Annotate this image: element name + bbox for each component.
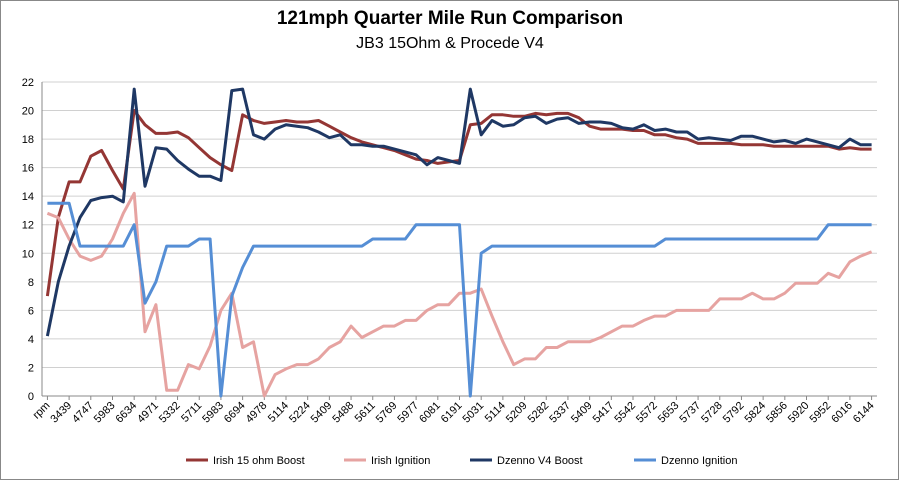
series-line <box>45 87 872 337</box>
y-tick-label: 6 <box>28 305 34 317</box>
chart-subtitle: JB3 15Ohm & Procede V4 <box>356 35 544 52</box>
y-tick-label: 0 <box>28 391 34 403</box>
series-line <box>47 201 872 398</box>
y-tick-label: 18 <box>22 134 34 146</box>
y-tick-label: 4 <box>28 334 34 346</box>
y-tick-label: 8 <box>28 277 34 289</box>
legend-label: Dzenno Ignition <box>661 455 737 467</box>
y-tick-label: 14 <box>22 191 34 203</box>
chart-title: 121mph Quarter Mile Run Comparison <box>277 8 623 29</box>
legend-label: Irish 15 ohm Boost <box>213 455 305 467</box>
y-tick-label: 2 <box>28 362 34 374</box>
y-tick-label: 10 <box>22 248 34 260</box>
legend-label: Irish Ignition <box>371 455 430 467</box>
legend-label: Dzenno V4 Boost <box>497 455 583 467</box>
y-tick-label: 12 <box>22 220 34 232</box>
y-tick-label: 16 <box>22 163 34 175</box>
y-tick-label: 22 <box>22 77 34 89</box>
series-line <box>46 191 873 398</box>
y-tick-label: 20 <box>22 106 34 118</box>
